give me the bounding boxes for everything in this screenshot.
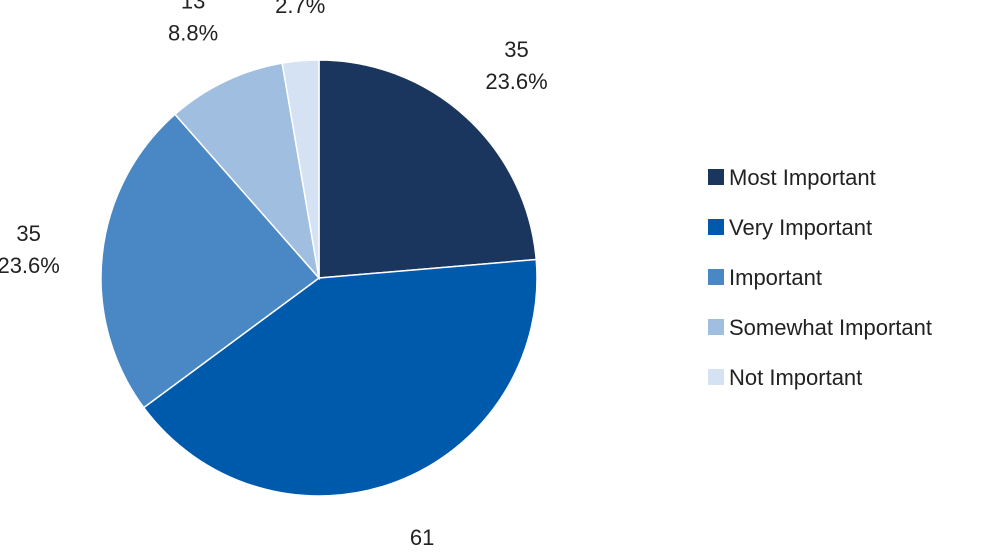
data-label-percent: 23.6% <box>485 69 547 94</box>
legend-swatch <box>708 169 724 185</box>
legend-swatch <box>708 269 724 285</box>
legend-item-very-important: Very Important <box>708 215 872 240</box>
legend-label: Important <box>729 265 822 290</box>
pie-slice-not-important <box>281 59 320 279</box>
data-label-most-important: 35 23.6% <box>485 37 547 94</box>
pie-slice-most-important <box>318 59 538 279</box>
legend-item-not-important: Not Important <box>708 365 862 390</box>
legend: Most Important Very Important Important Som… <box>708 165 932 390</box>
data-label-somewhat-important: 13 8.8% <box>168 0 218 46</box>
data-labels: 35 23.6% 6141.2% 35 23.6% 13 8.8% 42.7% <box>0 0 548 555</box>
legend-item-most-important: Most Important <box>708 165 876 190</box>
legend-swatch <box>708 219 724 235</box>
data-label-percent: 8.8% <box>168 21 218 46</box>
legend-label: Most Important <box>729 165 876 190</box>
data-label-not-important: 42.7% <box>275 0 325 18</box>
pie-slice-somewhat-important <box>173 62 321 281</box>
data-label-very-important: 6141.2% <box>391 525 453 555</box>
pie-slice-important <box>100 113 321 409</box>
pie-slice-very-important <box>142 258 538 497</box>
legend-item-somewhat-important: Somewhat Important <box>708 315 932 340</box>
data-label-important: 35 23.6% <box>0 221 60 278</box>
legend-swatch <box>708 319 724 335</box>
data-label-percent: 2.7% <box>275 0 325 18</box>
data-label-value: 35 <box>16 221 40 246</box>
legend-item-important: Important <box>708 265 822 290</box>
legend-label: Not Important <box>729 365 862 390</box>
legend-label: Somewhat Important <box>729 315 932 340</box>
pie-slices <box>100 59 538 497</box>
data-label-value: 61 <box>410 525 434 550</box>
data-label-value: 35 <box>504 37 528 62</box>
data-label-value: 13 <box>181 0 205 14</box>
legend-swatch <box>708 369 724 385</box>
data-label-percent: 23.6% <box>0 253 60 278</box>
legend-label: Very Important <box>729 215 872 240</box>
